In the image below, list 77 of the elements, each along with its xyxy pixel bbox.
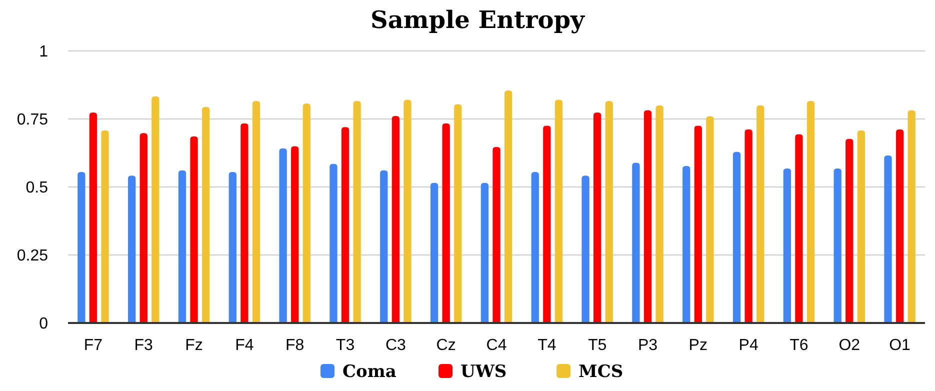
bar — [834, 168, 842, 323]
bar — [656, 105, 664, 323]
bar — [756, 105, 764, 323]
bar — [744, 129, 752, 323]
x-tick-label: C3 — [385, 337, 406, 354]
bar — [732, 152, 741, 323]
y-tick-label: 0.75 — [16, 112, 48, 129]
x-tick-label: F8 — [286, 337, 304, 354]
bar — [252, 101, 260, 323]
bar — [706, 116, 714, 323]
bar — [884, 155, 892, 323]
bar — [341, 127, 350, 323]
bar — [795, 134, 803, 323]
bar — [442, 123, 450, 323]
y-tick-label: 1 — [39, 44, 48, 61]
x-tick-label: O1 — [889, 337, 911, 354]
bar — [78, 172, 86, 323]
bar — [190, 136, 198, 323]
bar — [554, 100, 563, 323]
x-tick-label: P3 — [638, 337, 658, 354]
bar — [682, 166, 690, 323]
legend-label: UWS — [460, 362, 507, 382]
x-tick-label: F4 — [235, 337, 254, 354]
x-tick-label: F7 — [84, 337, 103, 354]
x-tick-label: F3 — [134, 337, 154, 354]
x-tick-label: O2 — [838, 337, 860, 354]
bar — [430, 182, 438, 323]
bar — [404, 100, 412, 323]
bar — [593, 112, 602, 323]
bar — [480, 182, 489, 323]
bar — [128, 176, 136, 323]
bar — [694, 126, 702, 323]
bar — [178, 170, 186, 323]
bar — [291, 146, 299, 323]
bar — [454, 104, 462, 323]
bar — [644, 110, 652, 323]
bar — [504, 90, 512, 323]
bar — [302, 103, 310, 323]
bar — [392, 116, 400, 323]
bar — [152, 96, 160, 323]
bar — [908, 110, 916, 323]
legend-label: Coma — [342, 362, 396, 382]
x-tick-label: Pz — [688, 337, 708, 354]
bar — [240, 123, 248, 323]
bar — [632, 162, 640, 323]
bar — [492, 147, 500, 323]
bar — [846, 138, 854, 323]
bar — [543, 126, 551, 323]
legend-label: MCS — [578, 362, 624, 382]
bar — [330, 164, 338, 323]
x-tick-label: P4 — [738, 337, 758, 354]
bar — [202, 107, 210, 323]
x-tick-label: T5 — [588, 337, 607, 354]
y-tick-label: 0 — [39, 316, 48, 333]
x-tick-label: T4 — [538, 337, 556, 354]
bar — [353, 101, 361, 323]
bar — [101, 130, 109, 323]
bar — [896, 129, 904, 323]
y-tick-label: 0.25 — [16, 248, 48, 265]
x-tick-label: Cz — [436, 337, 456, 354]
bar — [89, 112, 98, 323]
bar — [531, 172, 539, 323]
bar — [279, 148, 287, 323]
bar — [857, 130, 866, 323]
x-tick-label: T6 — [790, 337, 808, 354]
bar — [380, 170, 388, 323]
bar — [582, 176, 590, 323]
x-tick-label: Fz — [185, 337, 203, 354]
x-tick-label: C4 — [486, 337, 507, 354]
bar — [605, 101, 613, 323]
bar — [806, 101, 815, 323]
chart-title: Sample Entropy — [370, 5, 586, 34]
y-tick-label: 0.5 — [26, 180, 48, 197]
x-tick-label: T3 — [336, 337, 355, 354]
bar — [228, 172, 236, 323]
bar — [140, 133, 148, 323]
bar — [783, 168, 792, 323]
